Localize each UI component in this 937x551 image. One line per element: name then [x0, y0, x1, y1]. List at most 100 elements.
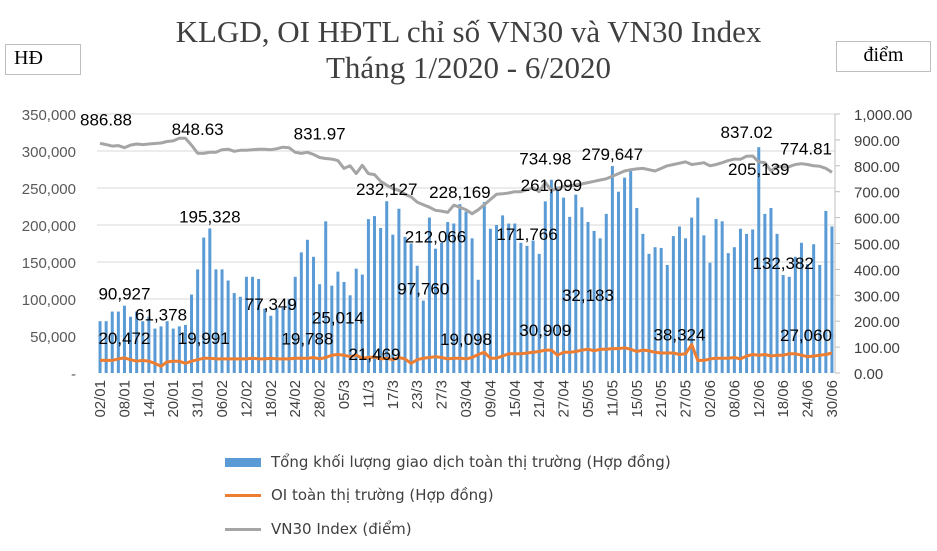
volume-bar — [263, 308, 267, 373]
data-label: 25,014 — [312, 308, 364, 327]
x-tick-label: 15/04 — [507, 380, 524, 418]
volume-bar — [299, 252, 303, 373]
legend-label-volume: Tổng khối lượng giao dịch toàn thị trườn… — [271, 453, 671, 471]
x-tick-label: 31/01 — [190, 380, 207, 418]
volume-bar — [196, 269, 200, 373]
volume-bar — [763, 213, 767, 373]
volume-bar — [604, 213, 608, 373]
volume-bar — [738, 228, 742, 373]
volume-bar — [220, 269, 224, 373]
volume-bar — [360, 274, 364, 373]
left-tick-label: 150,000 — [22, 255, 76, 272]
data-label: 27,060 — [780, 326, 832, 345]
legend-swatch-vn30 — [225, 527, 261, 531]
volume-bar — [659, 247, 663, 373]
volume-bar — [647, 253, 651, 373]
volume-bar — [665, 264, 669, 373]
x-tick-label: 06/02 — [214, 380, 231, 418]
volume-bar — [141, 321, 145, 373]
volume-bar — [610, 166, 614, 373]
volume-bar — [458, 204, 462, 373]
data-label: 279,647 — [582, 145, 643, 164]
right-axis-unit: điểm — [836, 41, 931, 72]
volume-bar — [592, 230, 596, 373]
volume-bar — [232, 293, 236, 373]
volume-bar — [226, 280, 230, 373]
volume-bar — [537, 253, 541, 373]
x-tick-label: 27/3 — [434, 380, 451, 409]
right-tick-label: 600.00 — [854, 211, 900, 228]
x-tick-label: 05/3 — [336, 380, 353, 409]
data-label: 61,378 — [135, 305, 187, 324]
x-tick-label: 12/06 — [751, 380, 768, 418]
right-tick-label: 800.00 — [854, 159, 900, 176]
x-tick-label: 21/04 — [531, 380, 548, 418]
x-tick-label: 15/05 — [629, 380, 646, 418]
volume-bar — [635, 207, 639, 373]
volume-bar — [122, 305, 126, 373]
data-label: 848.63 — [172, 120, 224, 139]
data-label: 19,098 — [440, 330, 492, 349]
volume-bar — [153, 328, 157, 373]
volume-bar — [251, 276, 255, 373]
volume-bar — [257, 279, 261, 373]
volume-bar — [379, 227, 383, 373]
volume-bar — [238, 296, 242, 373]
volume-bar — [787, 276, 791, 373]
volume-bar — [690, 217, 694, 373]
volume-bar — [555, 186, 559, 373]
x-tick-label: 27/05 — [678, 380, 695, 418]
volume-bar — [507, 223, 511, 373]
volume-bar — [476, 279, 480, 373]
right-tick-label: 1,000.00 — [854, 107, 912, 124]
volume-bar — [415, 265, 419, 373]
right-tick-label: 0.00 — [854, 366, 883, 383]
volume-bar — [732, 247, 736, 373]
volume-bar — [129, 316, 133, 373]
x-tick-label: 11/05 — [604, 380, 621, 416]
volume-bar — [446, 222, 450, 373]
data-label: 20,472 — [98, 329, 150, 348]
x-tick-label: 08/06 — [726, 380, 743, 418]
x-tick-label: 30/06 — [824, 380, 841, 418]
volume-bar — [202, 237, 206, 373]
x-tick-label: 14/01 — [141, 380, 158, 418]
data-label: 97,760 — [397, 280, 449, 299]
volume-bar — [312, 256, 316, 373]
data-label: 734.98 — [519, 150, 571, 169]
volume-bar — [641, 233, 645, 373]
volume-bar — [818, 264, 822, 373]
volume-bar — [824, 210, 828, 373]
data-label: 38,324 — [653, 326, 705, 345]
volume-bar — [98, 321, 102, 373]
volume-bar — [708, 262, 712, 373]
right-tick-label: 900.00 — [854, 133, 900, 150]
volume-bar — [830, 226, 834, 373]
volume-bar — [275, 307, 279, 373]
data-label: 232,127 — [356, 180, 417, 199]
volume-bar — [373, 216, 377, 373]
volume-bar — [434, 248, 438, 373]
volume-bar — [171, 328, 175, 373]
volume-bar — [598, 238, 602, 373]
volume-bar — [629, 170, 633, 373]
volume-bar — [366, 219, 370, 373]
data-label: 774.81 — [780, 139, 832, 158]
volume-bar — [159, 326, 163, 373]
volume-bar — [452, 223, 456, 373]
x-tick-label: 09/04 — [482, 380, 499, 418]
legend-item-oi: OI toàn thị trường (Hợp đồng) — [225, 486, 494, 504]
volume-bar — [525, 245, 529, 373]
volume-bar — [671, 236, 675, 373]
volume-bar — [684, 238, 688, 373]
data-label: 19,991 — [178, 329, 230, 348]
volume-bar — [147, 316, 151, 373]
volume-bar — [214, 269, 218, 373]
legend-item-vn30: VN30 Index (điểm) — [225, 520, 412, 538]
volume-bar — [324, 221, 328, 373]
volume-bar — [342, 281, 346, 373]
volume-bar — [104, 321, 108, 373]
data-label: 195,328 — [179, 207, 240, 226]
